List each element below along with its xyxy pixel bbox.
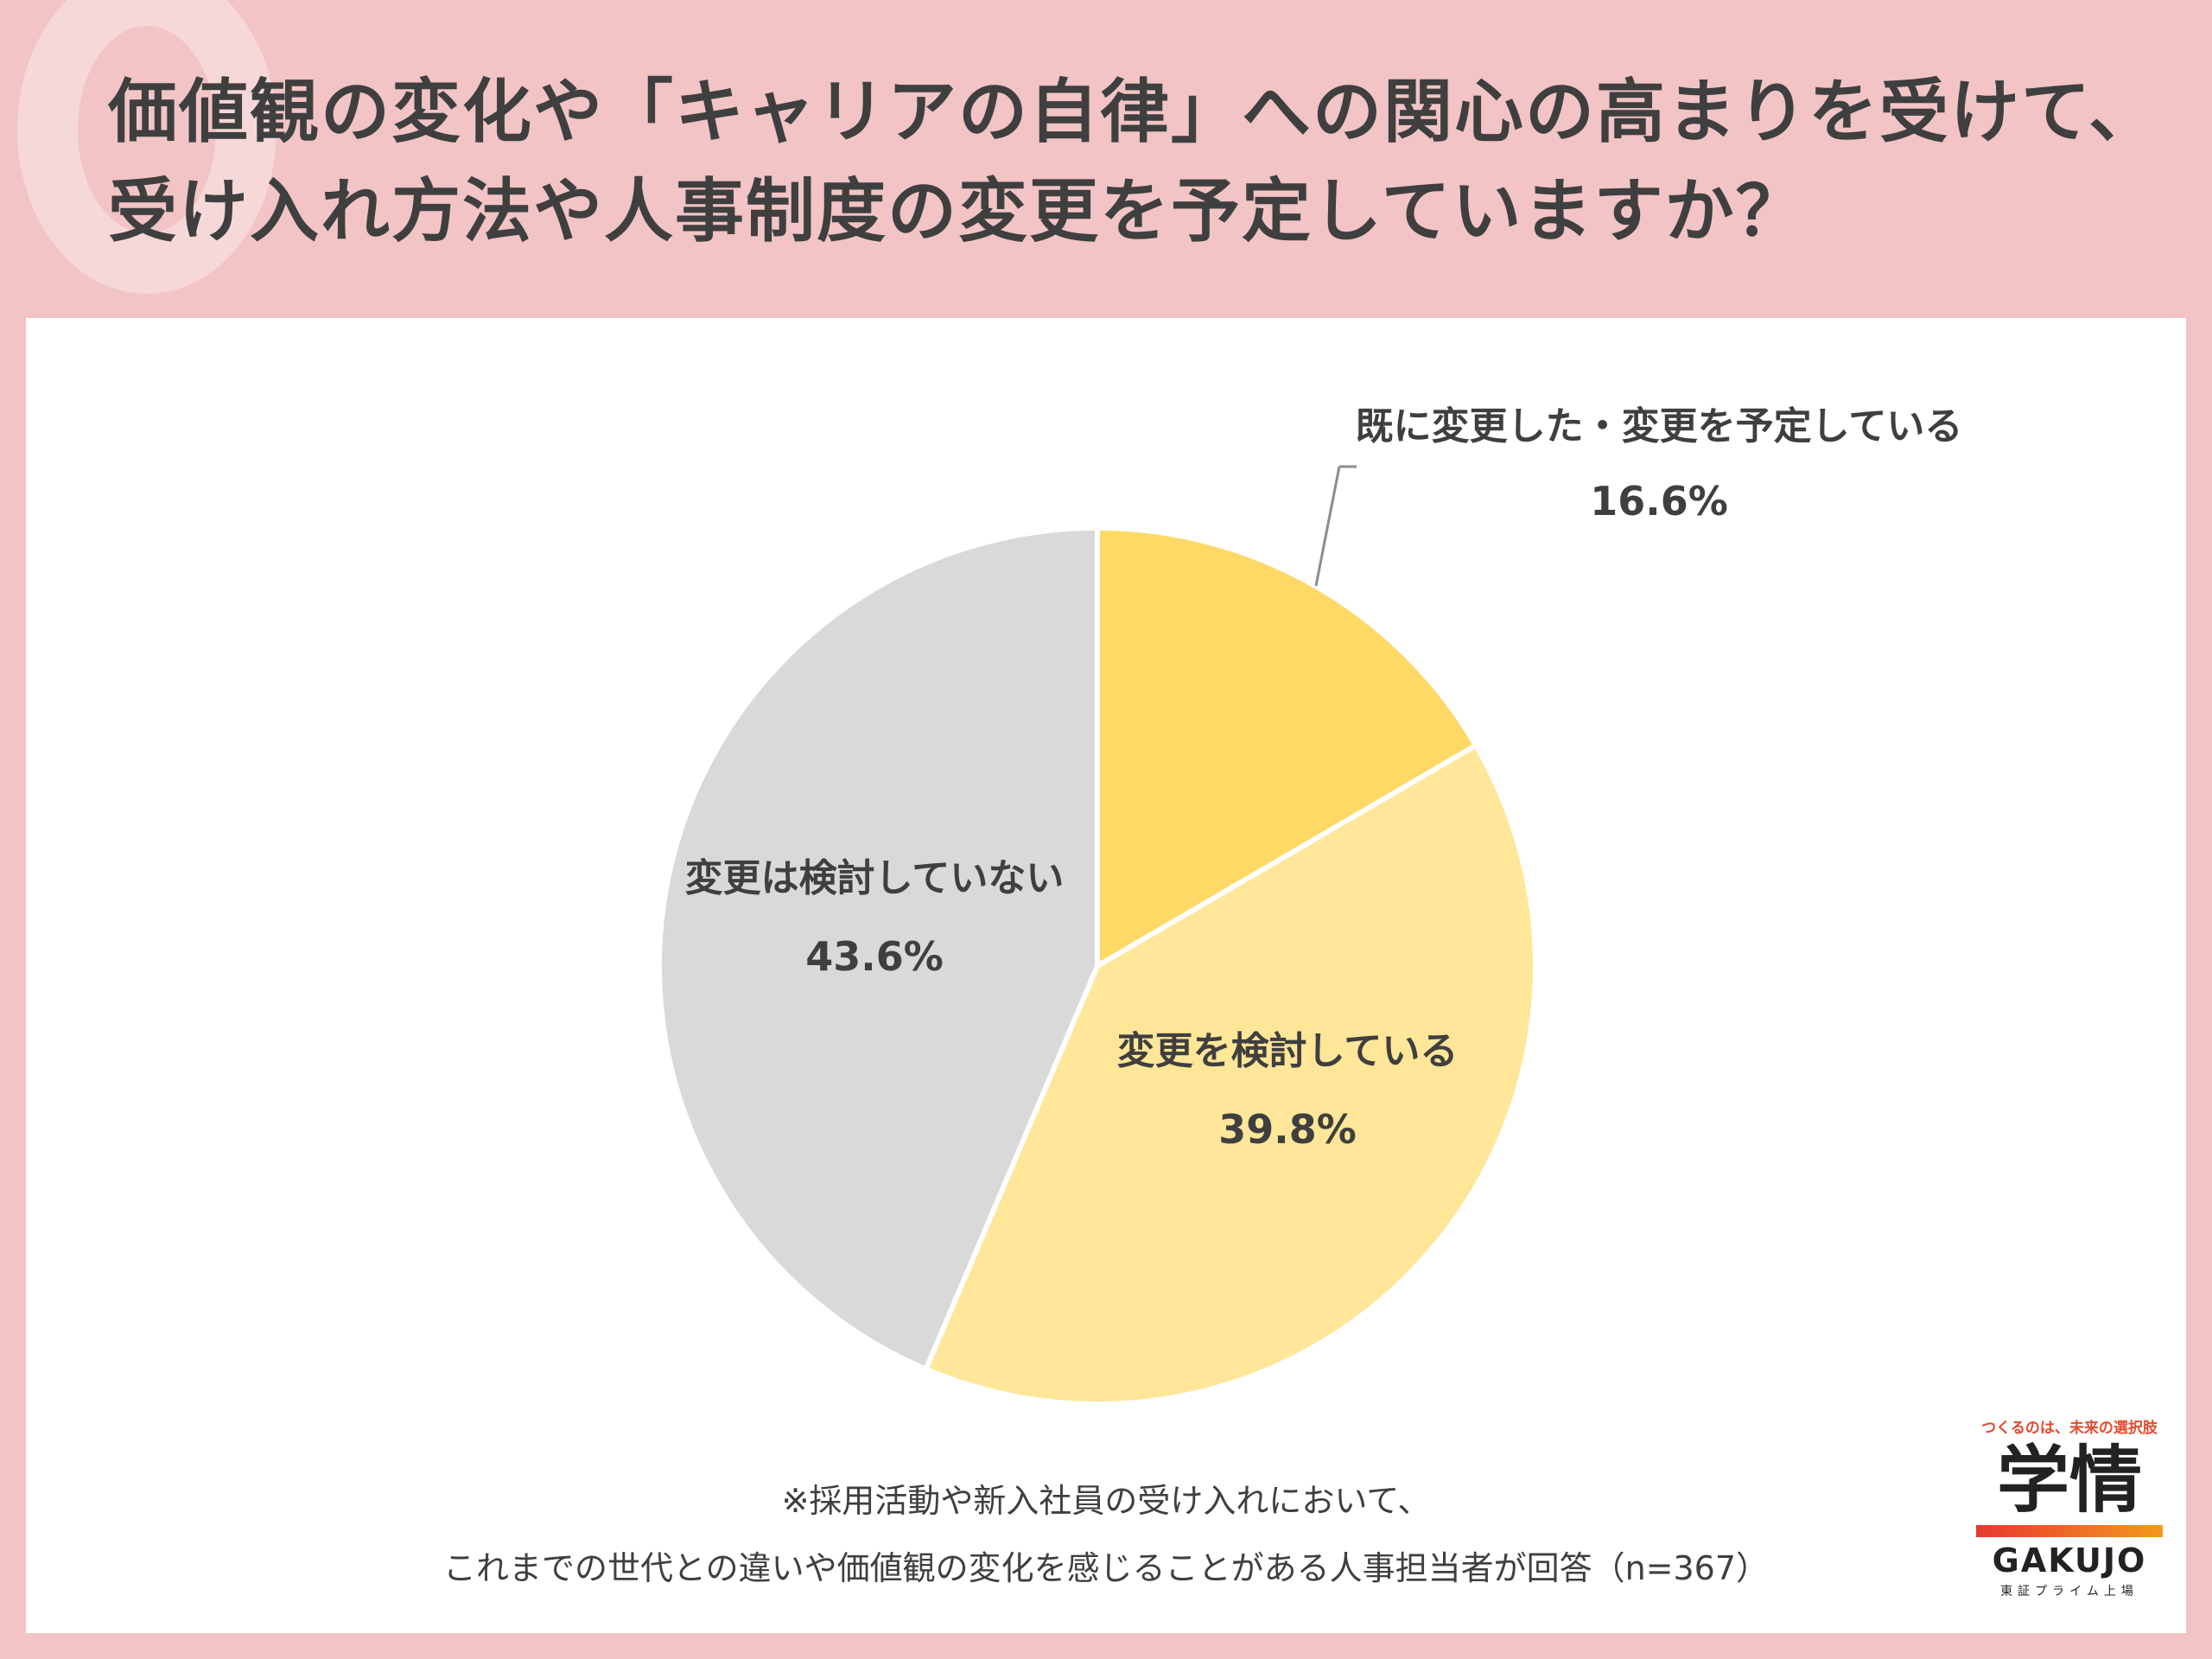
- slice-value-considering: 39.8%: [1218, 1106, 1357, 1153]
- slice-value-not-considering: 43.6%: [805, 933, 944, 980]
- slice-label-changed: 既に変更した・変更を予定している: [1356, 404, 1963, 448]
- leader-line: [1314, 466, 1341, 587]
- slice-label-considering: 変更を検討している: [1117, 1029, 1459, 1073]
- gakujo-logo: つくるのは、未来の選択肢 学情 GAKUJO 東証プライム上場: [1966, 1415, 2173, 1599]
- chart-panel: 既に変更した・変更を予定している 16.6% 変更を検討している 39.8% 変…: [26, 318, 2186, 1633]
- page-title: 価値観の変化や「キャリアの自律」への関心の高まりを受けて、 受け入れ方法や人事制…: [108, 62, 2164, 261]
- logo-tagline: つくるのは、未来の選択肢: [1981, 1420, 2158, 1437]
- pie-slice-considering: [922, 741, 1538, 1408]
- title-line-1: 価値観の変化や「キャリアの自律」への関心の高まりを受けて、: [108, 72, 2159, 152]
- pie-slice-not-considering: [656, 524, 1100, 1373]
- pie-slice-changed: [1095, 524, 1480, 971]
- logo-english: GAKUJO: [1992, 1541, 2147, 1580]
- footnote-line-2: これまでの世代との違いや価値観の変化を感じることがある人事担当者が回答（n=36…: [442, 1549, 1770, 1587]
- logo-kanji: 学情: [1996, 1438, 2142, 1522]
- slice-label-not-considering: 変更は検討していない: [685, 856, 1065, 900]
- logo-sub: 東証プライム上場: [2000, 1585, 2139, 1599]
- slice-value-changed: 16.6%: [1590, 478, 1728, 524]
- title-line-2: 受け入れ方法や人事制度の変更を予定していますか？: [108, 171, 1807, 251]
- logo-bar: [1976, 1525, 2163, 1537]
- footnote-line-1: ※採用活動や新入社員の受け入れにおいて、: [781, 1482, 1431, 1520]
- footnote: ※採用活動や新入社員の受け入れにおいて、 これまでの世代との違いや価値観の変化を…: [26, 1467, 2186, 1602]
- pie-chart: 既に変更した・変更を予定している 16.6% 変更を検討している 39.8% 変…: [656, 404, 1963, 1408]
